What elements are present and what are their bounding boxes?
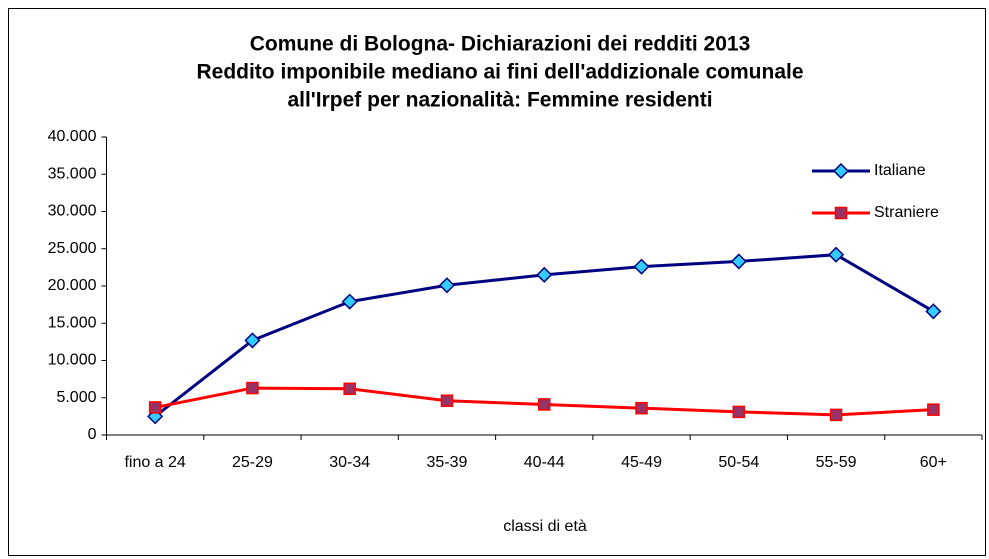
x-tick-label: fino a 24 [124,454,185,471]
data-point [538,398,551,411]
y-tick-label: 30.000 [48,203,97,220]
x-tick-label: 45-49 [621,454,662,471]
y-tick-label: 20.000 [48,277,97,294]
x-tick-label: 25-29 [232,454,273,471]
chart-title: Reddito imponibile mediano ai fini dell'… [196,61,803,84]
y-tick-label: 40.000 [48,128,97,145]
data-point [341,293,358,310]
data-point [246,381,259,395]
data-point [440,394,454,407]
data-point [244,332,261,349]
x-tick-label: 50-54 [718,454,759,471]
legend-label: Straniere [874,204,939,221]
data-point [925,303,942,320]
legend-marker [834,206,848,220]
legend-label: Italiane [874,162,926,179]
data-point [732,405,746,419]
x-tick-label: 40-44 [524,454,565,471]
chart-border [8,8,986,556]
data-point [927,403,940,416]
data-point [828,246,845,263]
y-tick-label: 0 [88,426,97,443]
y-tick-label: 35.000 [48,165,97,182]
y-tick-label: 15.000 [48,314,97,331]
data-point [438,277,456,294]
data-point [343,382,356,396]
x-tick-label: 35-39 [427,454,468,471]
data-point [635,401,648,415]
x-tick-label: 55-59 [816,454,857,471]
data-point [633,258,650,275]
y-tick-label: 25.000 [48,240,97,257]
x-tick-label: 60+ [920,454,947,471]
data-point [730,253,747,270]
y-tick-label: 5.000 [56,389,96,406]
legend-marker [832,162,850,180]
chart-title: Comune di Bologna- Dichiarazioni dei red… [250,33,751,56]
y-tick-label: 10.000 [48,352,97,369]
data-point [148,401,162,414]
data-point [536,266,553,283]
x-axis-label: classi di età [503,518,587,535]
data-point [829,408,843,422]
chart-title: all'Irpef per nazionalità: Femmine resid… [287,89,712,112]
x-tick-label: 30-34 [329,454,370,471]
